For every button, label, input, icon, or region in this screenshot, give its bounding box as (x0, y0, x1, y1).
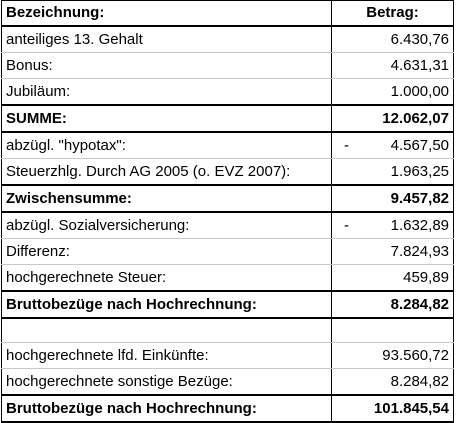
row-amount: 1.000,00 (390, 82, 449, 100)
row-label: hochgerechnete sonstige Bezüge: (1, 368, 332, 396)
row-label: Jubiläum: (1, 78, 332, 105)
row-amount: 8.284,82 (390, 295, 449, 313)
header-label-cell: Bezeichnung: (1, 0, 332, 27)
row-amount-cell: 101.845,54 (331, 394, 454, 423)
row-amount: 4.631,31 (390, 56, 449, 74)
row-amount: 8.284,82 (390, 373, 449, 390)
row-amount-cell: 8.284,82 (331, 289, 454, 319)
row-amount-cell: 93.560,72 (331, 342, 454, 369)
row-label: Zwischensumme: (1, 183, 332, 213)
row-amount: 1.632,89 (390, 216, 449, 234)
row-amount-cell: 8.284,82 (331, 368, 454, 396)
row-label: Differenz: (1, 238, 332, 265)
row-label: SUMME: (1, 103, 332, 133)
row-amount-cell (331, 317, 454, 343)
row-label: anteiliges 13. Gehalt (1, 25, 332, 53)
table-row: Bruttobezüge nach Hochrechnung: 101.845,5… (1, 394, 454, 423)
row-amount: 93.560,72 (382, 347, 449, 364)
minus-sign: - (344, 136, 349, 154)
table-row: Bonus: 4.631,31 (1, 52, 454, 79)
row-amount-cell: 9.457,82 (331, 183, 454, 213)
row-amount-cell: 1.000,00 (331, 78, 454, 105)
header-amount-cell: Betrag: (331, 0, 454, 27)
row-amount-cell: - 4.567,50 (331, 131, 454, 159)
table-row: Steuerzhlg. Durch AG 2005 (o. EVZ 2007):… (1, 158, 454, 185)
row-label: abzügl. "hypotax": (1, 131, 332, 159)
row-amount: 459,89 (403, 268, 449, 286)
row-label: Bonus: (1, 52, 332, 79)
table-row: Differenz: 7.824,93 (1, 238, 454, 265)
row-amount-cell: 459,89 (331, 264, 454, 291)
row-label: abzügl. Sozialversicherung: (1, 211, 332, 239)
row-amount-cell: 12.062,07 (331, 103, 454, 133)
row-amount: 12.062,07 (382, 109, 449, 127)
table-row: Zwischensumme: 9.457,82 (1, 183, 454, 213)
row-amount: 9.457,82 (390, 189, 449, 207)
table-row: hochgerechnete lfd. Einkünfte: 93.560,72 (1, 342, 454, 369)
table-row: hochgerechnete sonstige Bezüge: 8.284,82 (1, 368, 454, 396)
row-label: hochgerechnete lfd. Einkünfte: (1, 342, 332, 369)
row-amount-cell: 6.430,76 (331, 25, 454, 53)
row-amount-cell: 7.824,93 (331, 238, 454, 265)
row-label: Bruttobezüge nach Hochrechnung: (1, 394, 332, 423)
row-label (1, 317, 332, 343)
table-row (1, 317, 454, 343)
row-amount-cell: 4.631,31 (331, 52, 454, 79)
table-row: abzügl. Sozialversicherung: - 1.632,89 (1, 211, 454, 239)
table-row: hochgerechnete Steuer: 459,89 (1, 264, 454, 291)
row-label: Steuerzhlg. Durch AG 2005 (o. EVZ 2007): (1, 158, 332, 185)
row-amount: 6.430,76 (390, 30, 449, 48)
table-row: abzügl. "hypotax": - 4.567,50 (1, 131, 454, 159)
row-label: Bruttobezüge nach Hochrechnung: (1, 289, 332, 319)
table-row: SUMME: 12.062,07 (1, 103, 454, 133)
row-amount: 4.567,50 (390, 136, 449, 154)
minus-sign: - (344, 216, 349, 234)
table-row: Bruttobezüge nach Hochrechnung: 8.284,82 (1, 289, 454, 319)
table-row: anteiliges 13. Gehalt 6.430,76 (1, 25, 454, 53)
row-amount-cell: - 1.632,89 (331, 211, 454, 239)
row-amount-cell: 1.963,25 (331, 158, 454, 185)
table-row: Jubiläum: 1.000,00 (1, 78, 454, 105)
row-amount: 1.963,25 (390, 162, 449, 180)
row-amount: 7.824,93 (390, 242, 449, 260)
row-amount: 101.845,54 (373, 400, 449, 417)
header-row: Bezeichnung: Betrag: (1, 0, 454, 27)
row-label: hochgerechnete Steuer: (1, 264, 332, 291)
